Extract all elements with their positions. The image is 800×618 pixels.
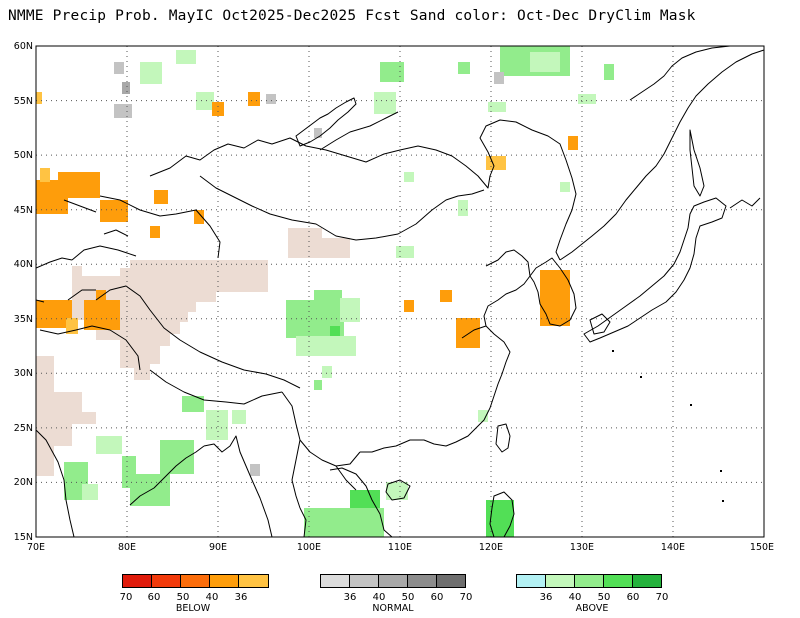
lat-label: 35N: [14, 314, 33, 325]
lon-label: 140E: [661, 542, 685, 553]
near-normal-cells: [114, 62, 504, 476]
legend-swatch: [603, 574, 633, 588]
legend-swatch: [349, 574, 379, 588]
lat-label: 40N: [14, 259, 33, 270]
lat-label: 55N: [14, 96, 33, 107]
legend-swatch: [151, 574, 181, 588]
legend-label: 36: [234, 592, 248, 603]
legend-label: 60: [430, 592, 444, 603]
lon-label: 80E: [118, 542, 136, 553]
lat-label: 45N: [14, 205, 33, 216]
lat-label: 15N: [14, 532, 33, 543]
legend-swatch: [209, 574, 239, 588]
lon-label: 150E: [750, 542, 774, 553]
legend-label: 36: [343, 592, 357, 603]
longitude-labels: 70E 80E 90E 100E 110E 120E 130E 140E 150…: [27, 542, 774, 553]
lon-label: 130E: [570, 542, 594, 553]
map-title: NMME Precip Prob. MayIC Oct2025-Dec2025 …: [8, 8, 696, 24]
below-normal-cells: [36, 92, 578, 348]
coastlines-and-borders: [36, 46, 764, 537]
legend-label: 50: [401, 592, 415, 603]
legend-title-normal: NORMAL: [372, 603, 414, 614]
legend-label: 50: [597, 592, 611, 603]
legend-label: 50: [176, 592, 190, 603]
legend-label: 40: [372, 592, 386, 603]
legend-title-below: BELOW: [175, 603, 211, 614]
latitude-labels: 60N 55N 50N 45N 40N 35N 30N 25N 20N 15N: [14, 41, 33, 543]
lon-label: 90E: [209, 542, 227, 553]
legend-title-above: ABOVE: [575, 603, 609, 614]
legend-label: 70: [119, 592, 133, 603]
small-islands: [612, 350, 724, 502]
lat-label: 50N: [14, 150, 33, 161]
legend-swatch: [436, 574, 466, 588]
lat-label: 25N: [14, 423, 33, 434]
map-frame: [35, 45, 765, 538]
legend-swatch: [574, 574, 604, 588]
legend-label: 70: [459, 592, 473, 603]
legend-swatch: [632, 574, 662, 588]
lat-label: 30N: [14, 368, 33, 379]
legend-label: 60: [147, 592, 161, 603]
lat-label: 20N: [14, 477, 33, 488]
legend-swatch: [238, 574, 269, 588]
legend-label: 40: [205, 592, 219, 603]
lon-label: 70E: [27, 542, 45, 553]
lon-label: 100E: [297, 542, 321, 553]
lat-lon-grid: [36, 46, 764, 537]
legend-swatch: [545, 574, 575, 588]
legend-swatch: [320, 574, 350, 588]
lon-label: 120E: [479, 542, 503, 553]
legend-swatch: [122, 574, 152, 588]
legend-label: 40: [568, 592, 582, 603]
lat-label: 60N: [14, 41, 33, 52]
dry-climatology-mask: [36, 228, 350, 476]
legend-swatch: [180, 574, 210, 588]
legend-swatch: [378, 574, 408, 588]
legend-label: 70: [655, 592, 669, 603]
legend-label: 36: [539, 592, 553, 603]
legend-label: 60: [626, 592, 640, 603]
legend-swatch: [407, 574, 437, 588]
legend-swatch: [516, 574, 546, 588]
lon-label: 110E: [388, 542, 412, 553]
